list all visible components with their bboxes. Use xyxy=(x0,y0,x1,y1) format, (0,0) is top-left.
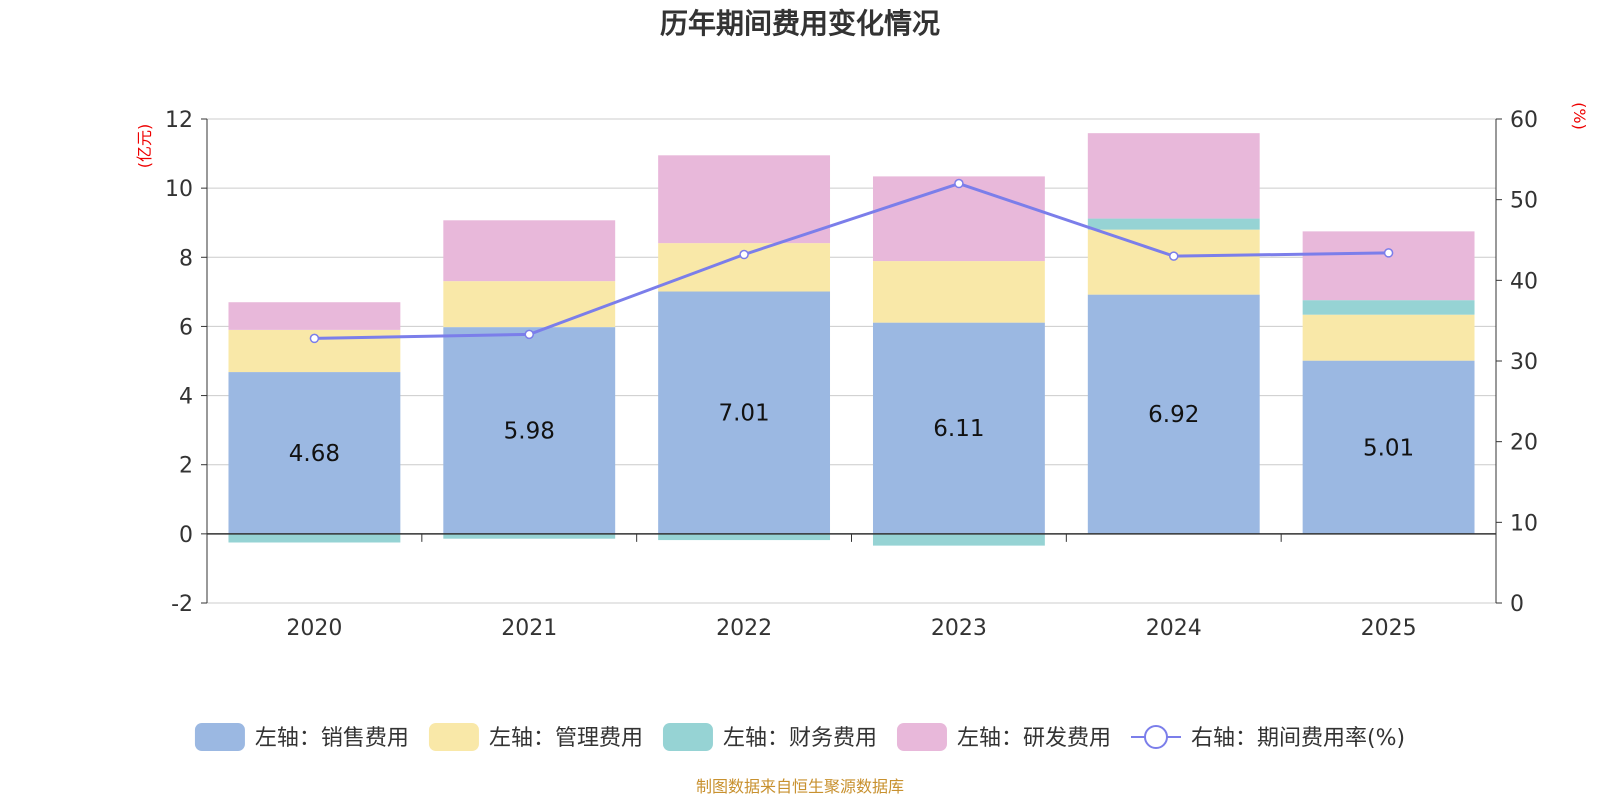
rate-point xyxy=(954,178,964,189)
legend: 左轴：销售费用 左轴：管理费用 左轴：财务费用 左轴：研发费用 右轴：期间费用率(%) xyxy=(194,723,1405,751)
x-tick-label: 2024 xyxy=(1146,616,1202,641)
left-tick-label: 2 xyxy=(179,454,193,479)
legend-swatch xyxy=(662,723,713,751)
left-tick-label: 12 xyxy=(165,108,193,133)
rate-point xyxy=(524,329,534,340)
right-tick-label: 40 xyxy=(1510,269,1538,294)
bar-segment xyxy=(443,220,616,282)
bar-series xyxy=(228,133,1475,546)
x-tick-label: 2020 xyxy=(286,616,342,641)
bar-segment xyxy=(872,261,1045,323)
x-tick-label: 2025 xyxy=(1361,616,1417,641)
bar-segment xyxy=(228,533,401,543)
source-note: 制图数据来自恒生聚源数据库 xyxy=(696,777,904,796)
bar-segment xyxy=(228,372,401,534)
axes: -2 0 2 4 6 8 10 12 0 10 20 30 40 50 60 2020 2021 2022 2023… xyxy=(165,108,1538,641)
data-label: 6.11 xyxy=(933,416,984,442)
legend-swatch xyxy=(194,723,245,751)
bar-segment xyxy=(1087,229,1260,295)
bar-segment xyxy=(1302,360,1475,534)
left-tick-label: 0 xyxy=(179,523,193,548)
right-tick-label: 10 xyxy=(1510,511,1538,536)
bar-segment xyxy=(1087,218,1260,230)
left-tick-label: -2 xyxy=(171,592,193,617)
right-tick-label: 20 xyxy=(1510,431,1538,456)
bar-segment xyxy=(1302,300,1475,315)
left-tick-label: 8 xyxy=(179,246,193,271)
data-labels: 4.68 5.98 7.01 6.11 6.92 5.01 xyxy=(289,401,1414,467)
legend-label: 左轴：管理费用 xyxy=(489,726,643,751)
bar-segment xyxy=(443,281,616,328)
rate-line-path xyxy=(314,181,1389,340)
legend-label: 右轴：期间费用率(%) xyxy=(1191,726,1405,751)
bar-segment xyxy=(1087,294,1260,534)
right-tick-label: 50 xyxy=(1510,189,1538,214)
right-axis-unit: (%) xyxy=(1570,102,1589,130)
left-tick-label: 6 xyxy=(179,315,193,340)
x-tick-label: 2021 xyxy=(501,616,557,641)
data-label: 4.68 xyxy=(289,441,340,467)
legend-label: 左轴：财务费用 xyxy=(723,726,877,751)
expense-rate-line xyxy=(309,178,1394,344)
legend-swatch xyxy=(896,723,947,751)
data-label: 6.92 xyxy=(1148,402,1199,428)
rate-point xyxy=(1383,248,1394,258)
left-tick-label: 10 xyxy=(165,177,193,202)
rate-point xyxy=(309,333,320,344)
legend-line-marker xyxy=(1143,725,1168,749)
left-axis-unit: (亿元) xyxy=(135,124,154,169)
data-label: 5.01 xyxy=(1363,435,1414,461)
bar-segment xyxy=(228,302,401,330)
bar-segment xyxy=(872,176,1045,262)
x-tick-label: 2022 xyxy=(716,616,772,641)
right-tick-label: 60 xyxy=(1510,108,1538,133)
bar-segment xyxy=(872,322,1045,534)
bar-segment xyxy=(1087,133,1260,219)
data-label: 5.98 xyxy=(504,418,555,444)
right-tick-label: 0 xyxy=(1510,592,1524,617)
bar-segment xyxy=(443,533,616,539)
bar-segment xyxy=(658,155,831,244)
bar-segment xyxy=(658,533,831,541)
legend-label: 左轴：研发费用 xyxy=(957,726,1111,751)
chart-title: 历年期间费用变化情况 xyxy=(660,7,940,40)
bar-segment xyxy=(443,327,616,534)
left-tick-label: 4 xyxy=(179,385,193,410)
x-tick-label: 2023 xyxy=(931,616,987,641)
right-tick-label: 30 xyxy=(1510,350,1538,375)
rate-point xyxy=(739,249,749,260)
rate-point xyxy=(1169,251,1179,261)
legend-swatch xyxy=(428,723,479,751)
bar-segment xyxy=(872,533,1045,546)
legend-label: 左轴：销售费用 xyxy=(255,726,409,751)
bar-segment xyxy=(1302,314,1475,361)
data-label: 7.01 xyxy=(718,401,769,427)
bar-segment xyxy=(658,291,831,534)
bar-segment xyxy=(1302,231,1475,301)
